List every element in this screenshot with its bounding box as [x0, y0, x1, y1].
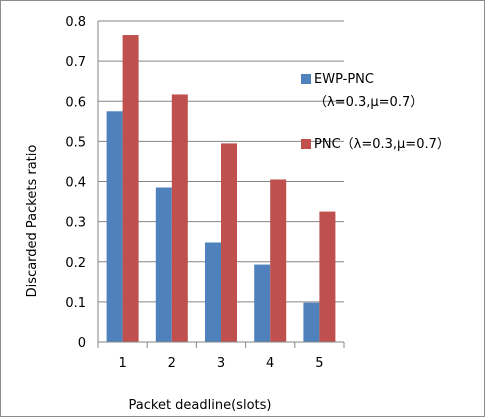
x-tick-label: 2 — [168, 356, 176, 371]
x-tick-label: 1 — [118, 356, 126, 371]
y-tick-label: 0.5 — [65, 135, 86, 150]
y-tick-label: 0.1 — [65, 296, 86, 311]
legend-swatch-ewp-pnc — [301, 74, 311, 84]
y-tick-labels: 0 0.1 0.2 0.3 0.4 0.5 0.6 0.7 0.8 — [65, 15, 86, 351]
y-tick-label: 0.6 — [65, 95, 86, 110]
bar-pnc-4 — [270, 179, 287, 342]
x-axis-title: Packet deadline(slots) — [129, 398, 272, 413]
bar-ewp-pnc-3 — [205, 242, 221, 342]
bar-ewp-pnc-5 — [303, 302, 320, 342]
bar-pnc-1 — [122, 35, 139, 342]
legend-label-ewp-pnc-line2: （λ=0.3,μ=0.7） — [314, 95, 423, 110]
x-tick-labels: 1 2 3 4 5 — [118, 356, 323, 371]
bar-pnc-5 — [319, 211, 336, 342]
bar-pnc-3 — [221, 143, 237, 342]
legend-swatch-pnc — [301, 139, 311, 149]
legend-label-ewp-pnc-line1: EWP-PNC — [314, 72, 374, 87]
y-tick-label: 0.3 — [65, 216, 86, 231]
y-tick-label: 0.8 — [65, 15, 86, 30]
bar-ewp-pnc-4 — [254, 264, 271, 342]
x-tick-label: 4 — [266, 356, 274, 371]
bar-pnc-2 — [171, 94, 188, 343]
y-tick-label: 0 — [78, 336, 86, 351]
y-tick-label: 0.2 — [65, 256, 86, 271]
x-tick-label: 3 — [217, 356, 225, 371]
y-tick-label: 0.4 — [65, 176, 86, 191]
x-tick-label: 5 — [315, 356, 323, 371]
legend-label-pnc-line1: PNC（λ=0.3,μ=0.7） — [314, 137, 450, 152]
y-tick-label: 0.7 — [65, 55, 86, 70]
bar-ewp-pnc-1 — [106, 111, 123, 342]
axes — [97, 21, 345, 348]
y-axis-title: Discarded Packets ratio — [25, 145, 40, 298]
bar-ewp-pnc-2 — [155, 187, 172, 342]
legend: EWP-PNC （λ=0.3,μ=0.7） PNC（λ=0.3,μ=0.7） — [301, 72, 450, 152]
gridlines — [98, 20, 344, 303]
bars — [106, 35, 336, 343]
